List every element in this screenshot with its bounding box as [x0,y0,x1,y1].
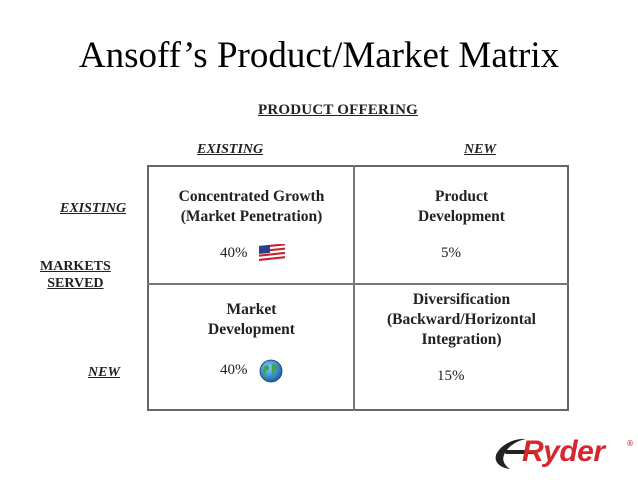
cell-line: Diversification [412,291,511,308]
cell-diversification-title: Diversification (Backward/Horizontal Int… [355,290,568,350]
globe-icon [259,359,283,383]
markets-served-line2: SERVED [47,276,104,291]
cell-market-penetration-percent: 40% [220,245,248,261]
cell-line: Market [226,301,277,318]
column-existing-label: EXISTING [197,142,264,157]
slide-title: Ansoff’s Product/Market Matrix [78,35,560,76]
cell-diversification-percent: 15% [437,368,465,384]
cell-line: (Backward/Horizontal [387,311,536,328]
cell-market-development-percent: 40% [220,362,248,378]
matrix-horizontal-divider [147,283,569,285]
cell-line: Development [208,321,295,338]
product-offering-label: PRODUCT OFFERING [258,102,419,118]
matrix-vertical-divider [353,165,355,411]
cell-line: Development [418,208,505,225]
ryder-logo-text: Ryder [522,435,605,468]
markets-served-label: MARKETS SERVED [40,258,111,292]
trademark-mark: ® [626,439,634,448]
row-existing-label: EXISTING [60,201,127,216]
cell-market-development-title: Market Development [150,300,353,340]
cell-line: Concentrated Growth [178,188,325,205]
matrix-grid [147,165,569,411]
cell-product-development-title: Product Development [355,187,568,227]
cell-line: Product [434,188,489,205]
cell-line: Integration) [421,331,502,348]
ryder-swoosh-icon [495,438,536,469]
cell-market-penetration-title: Concentrated Growth (Market Penetration) [150,187,353,227]
cell-product-development-percent: 5% [441,245,461,261]
row-new-label: NEW [88,365,120,380]
markets-served-line1: MARKETS [40,259,111,274]
ryder-logo: Ryder ® [492,433,638,475]
column-new-label: NEW [464,142,496,157]
us-flag-icon [259,244,285,261]
cell-line: (Market Penetration) [180,208,323,225]
